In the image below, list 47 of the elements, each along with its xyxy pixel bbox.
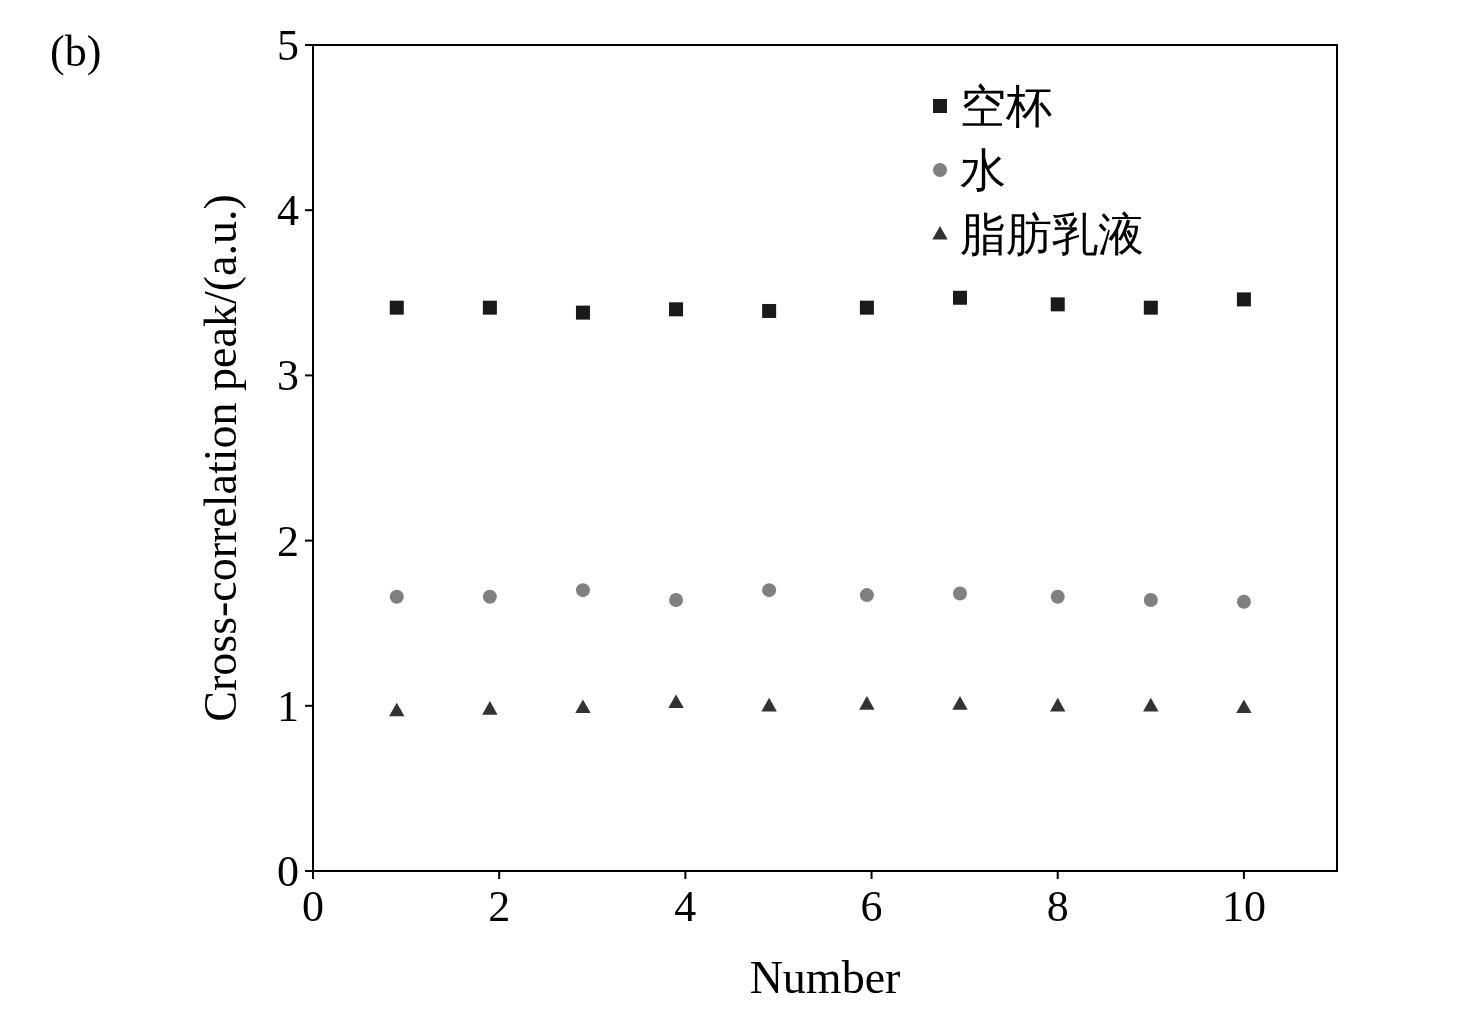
point xyxy=(1236,699,1252,714)
point xyxy=(859,696,875,710)
point xyxy=(389,702,405,717)
x-tick-label: 6 xyxy=(860,882,883,931)
point xyxy=(1050,297,1065,312)
point xyxy=(389,300,404,315)
y-tick-label: 1 xyxy=(277,681,299,731)
point xyxy=(952,586,967,601)
point xyxy=(575,699,591,714)
legend-label: 空杯 xyxy=(960,81,1052,132)
point xyxy=(1143,697,1159,712)
point xyxy=(762,583,777,598)
point xyxy=(859,300,874,315)
x-tick-label: 2 xyxy=(488,882,511,931)
x-tick-label: 10 xyxy=(1221,882,1266,931)
point xyxy=(952,290,967,305)
point xyxy=(1050,589,1065,604)
point xyxy=(1143,593,1158,608)
point xyxy=(669,593,684,608)
point xyxy=(482,300,497,315)
x-tick-label: 4 xyxy=(674,882,697,931)
point xyxy=(762,303,777,318)
point xyxy=(482,701,498,715)
legend-label: 脂肪乳液 xyxy=(960,209,1144,260)
point xyxy=(1236,594,1251,609)
point xyxy=(1236,292,1251,307)
point xyxy=(1143,300,1158,315)
y-tick-label: 3 xyxy=(277,351,299,401)
y-tick-label: 0 xyxy=(277,847,299,896)
point xyxy=(859,588,874,603)
point xyxy=(389,589,404,604)
y-tick-label: 5 xyxy=(277,21,299,70)
x-tick-label: 8 xyxy=(1046,882,1069,931)
y-tick-label: 2 xyxy=(277,516,299,566)
y-tick-label: 4 xyxy=(277,186,299,236)
point xyxy=(761,697,777,712)
point xyxy=(575,305,590,320)
legend-label: 水 xyxy=(960,145,1006,196)
y-axis-title: Cross-correlation peak/(a.u.) xyxy=(195,194,246,722)
point xyxy=(669,302,684,317)
point xyxy=(482,589,497,604)
point xyxy=(575,583,590,598)
point xyxy=(1050,697,1066,712)
x-axis-title: Number xyxy=(749,952,901,1003)
point xyxy=(952,696,968,710)
point xyxy=(668,694,684,709)
text: (b) xyxy=(50,27,102,76)
